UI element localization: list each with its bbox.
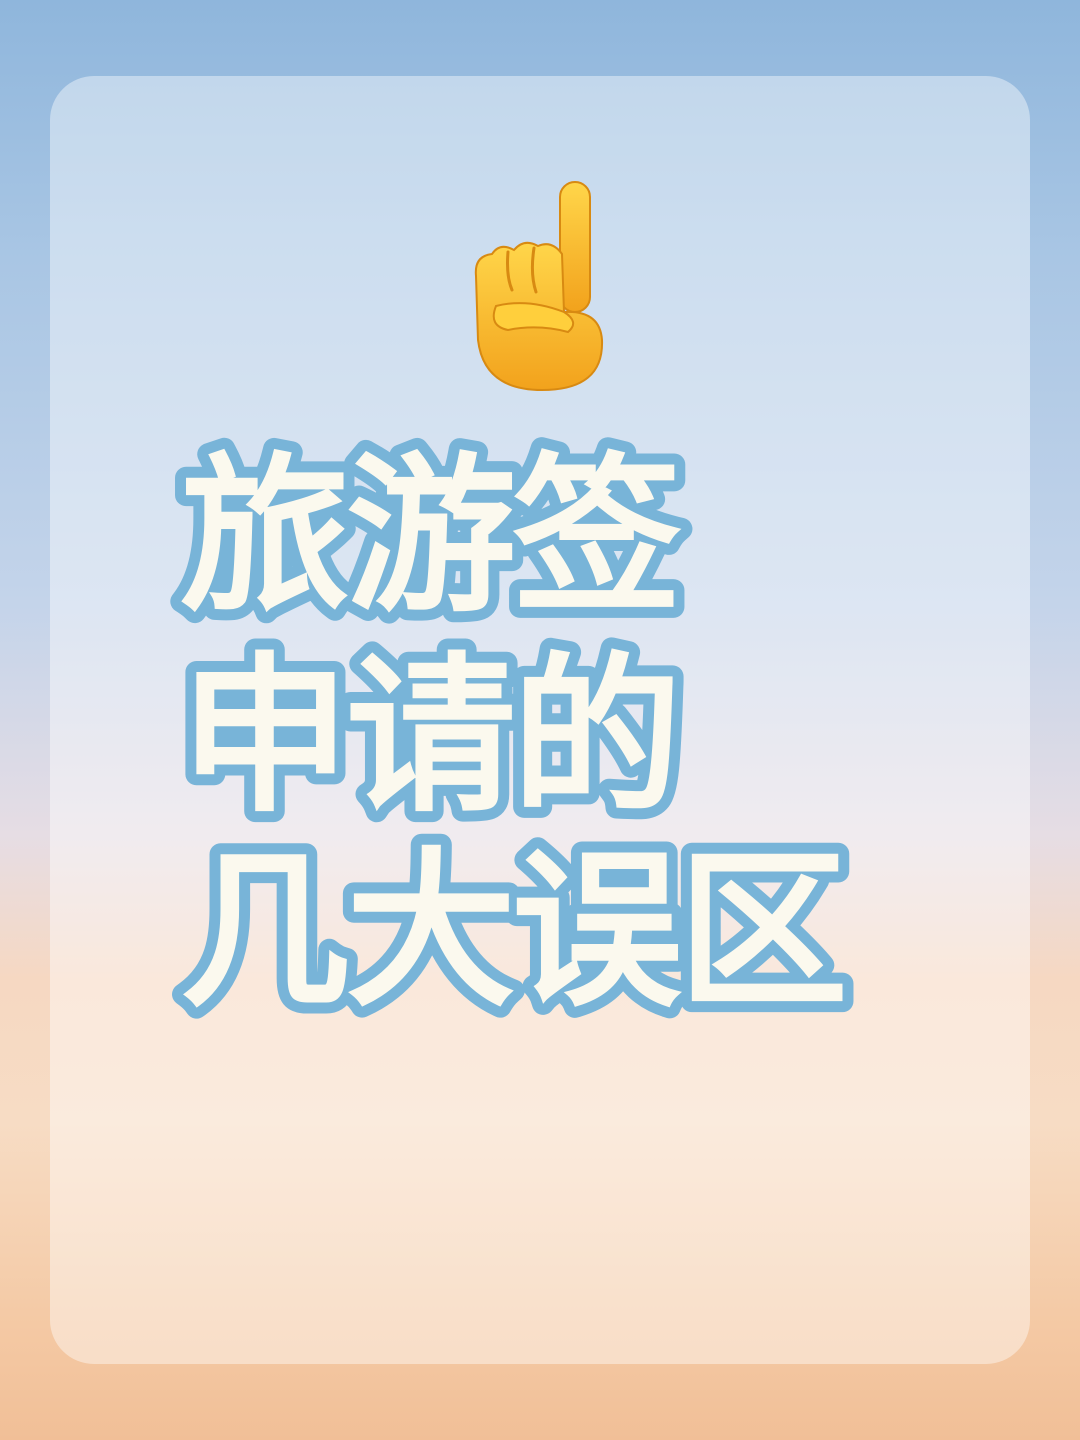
title-line-3: 几大误区 xyxy=(180,833,844,1031)
title-line-2: 申请的 xyxy=(180,638,678,836)
title-line-1: 旅游签 xyxy=(180,438,682,636)
index-pointing-up-icon xyxy=(474,181,604,392)
